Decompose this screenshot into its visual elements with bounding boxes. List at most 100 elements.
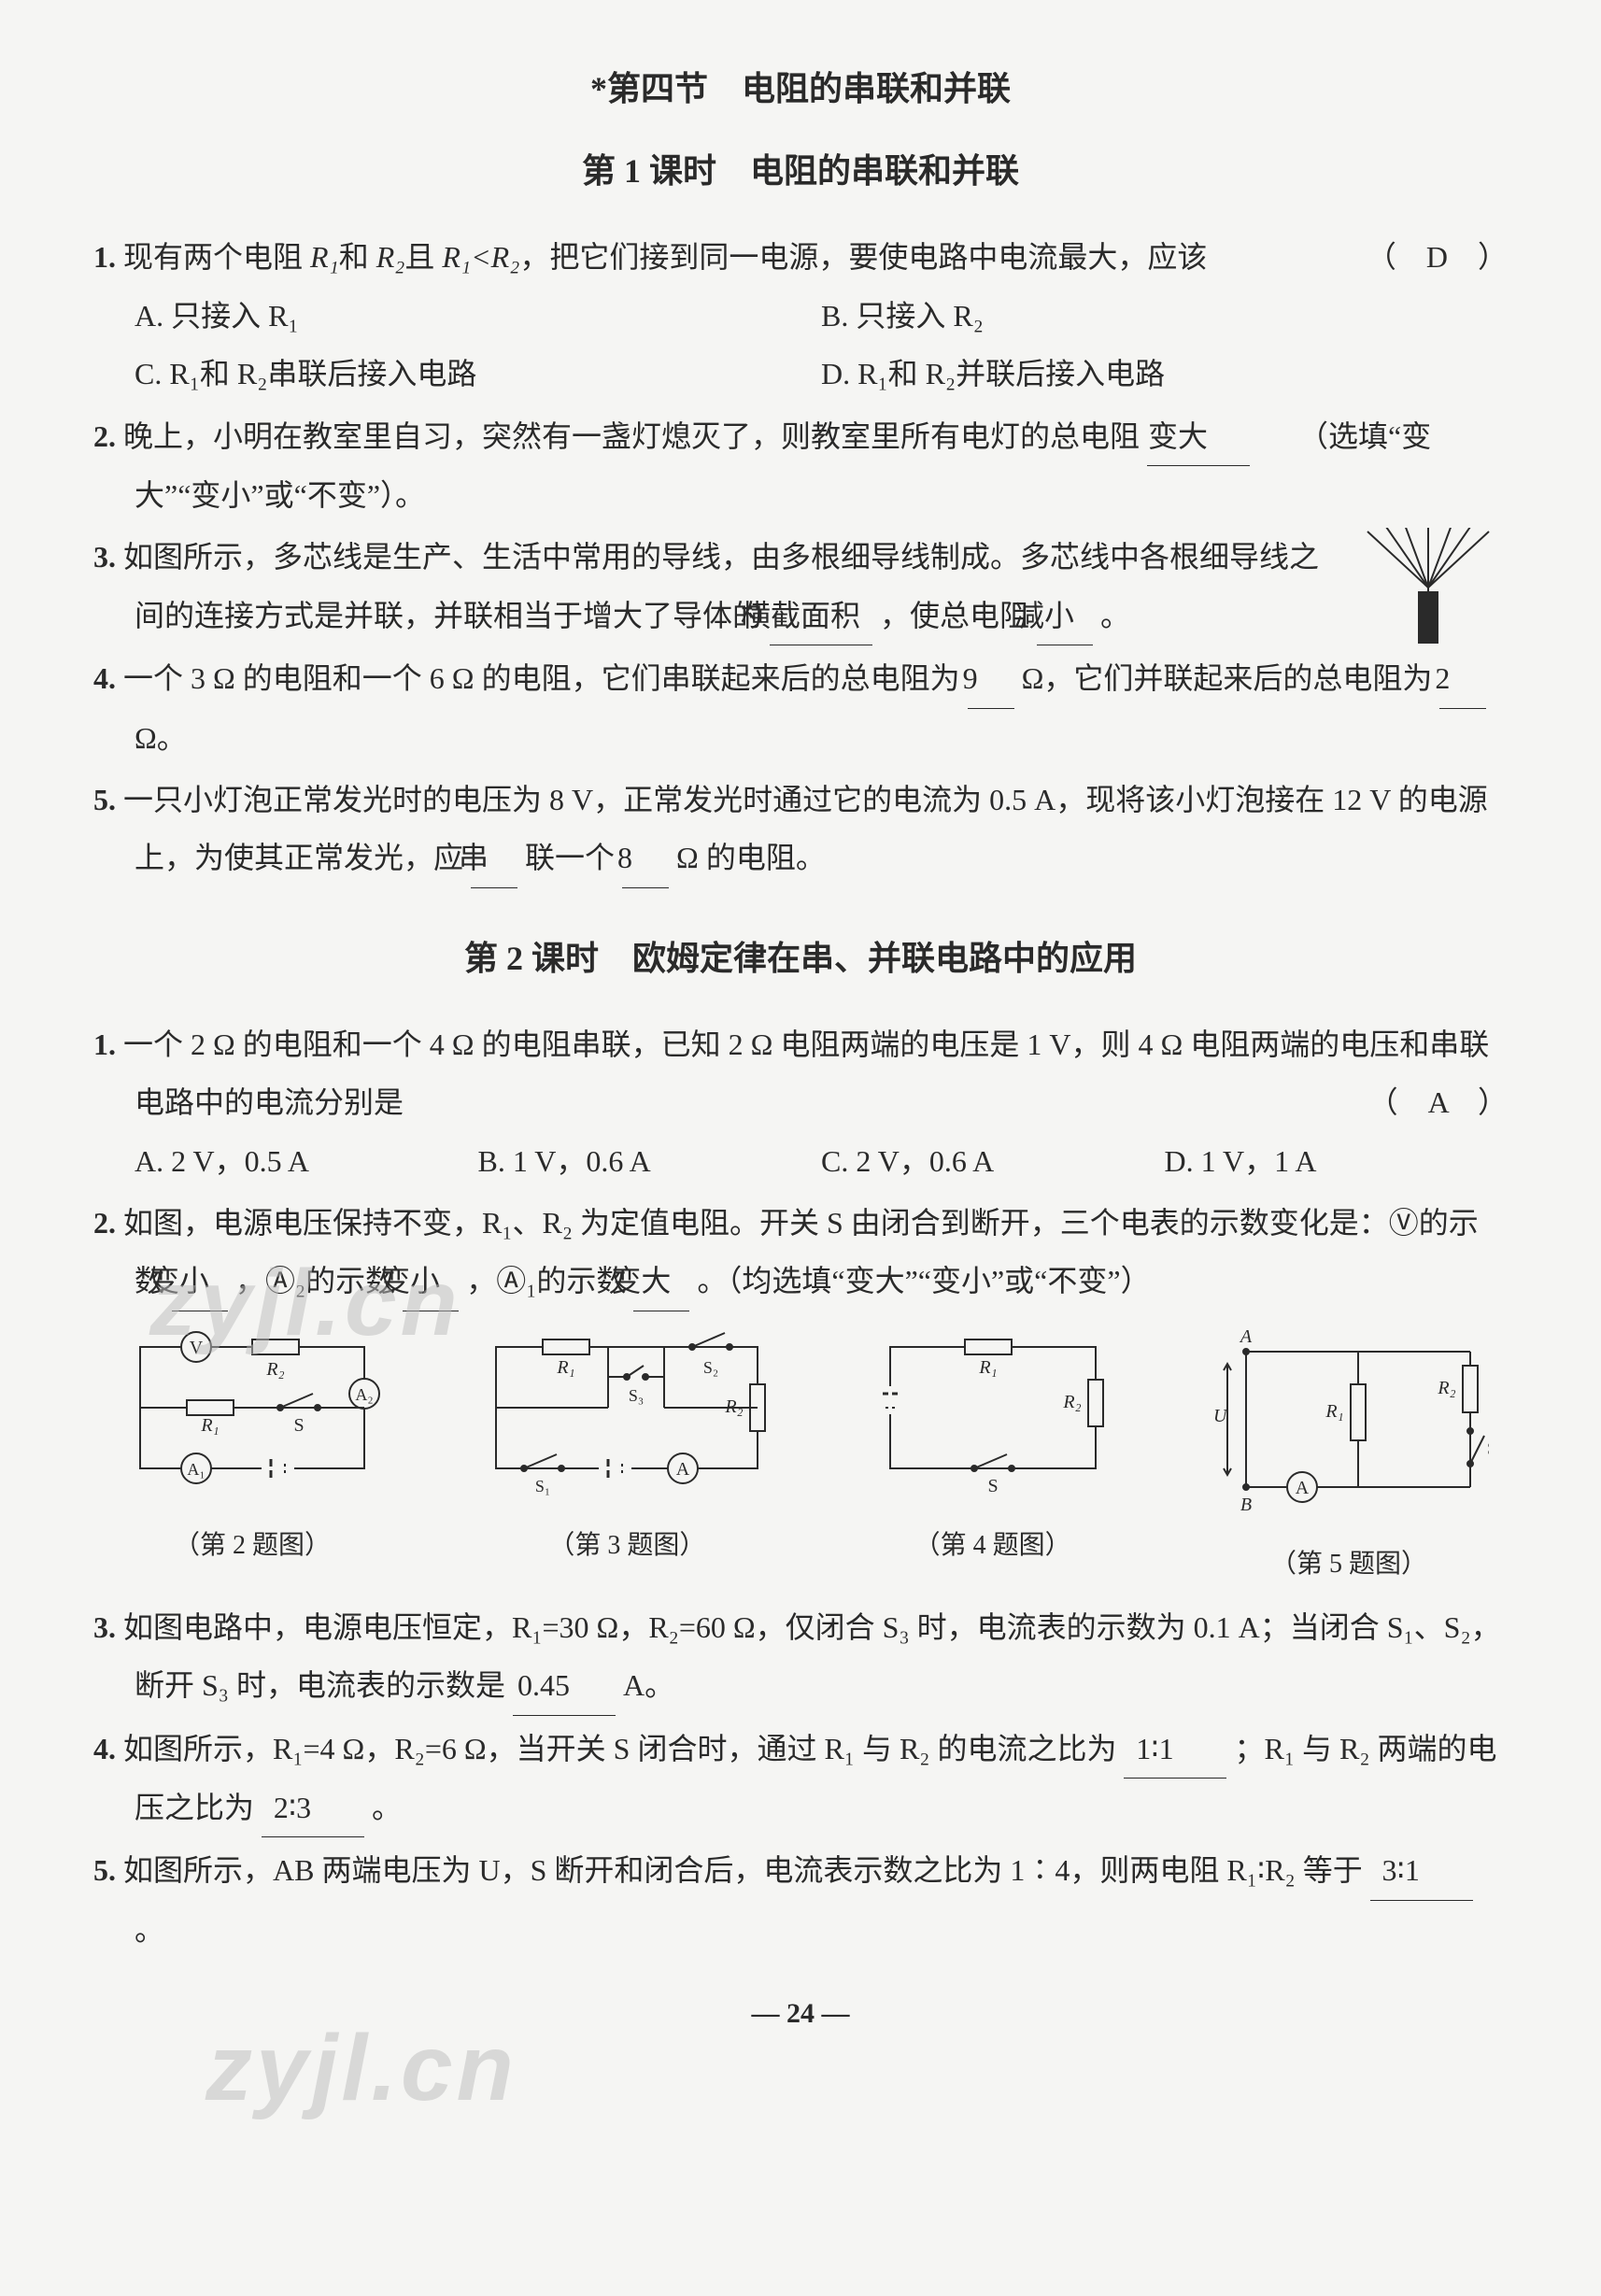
svg-text:R₂: R₂ bbox=[1437, 1378, 1455, 1398]
qnum: 4. bbox=[93, 661, 116, 695]
l2-q5: 5. 如图所示，AB 两端电压为 U，S 断开和闭合后，电流表示数之比为 1∶4… bbox=[93, 1841, 1508, 1959]
page-num-value: 24 bbox=[786, 1998, 815, 2029]
blank-answer: 串 bbox=[471, 829, 517, 887]
circuit-caption: （第 4 题图） bbox=[862, 1521, 1124, 1572]
text: 联一个 bbox=[525, 841, 615, 874]
opt-b: B. 只接入 R₂ bbox=[821, 287, 1508, 345]
svg-text:R₂: R₂ bbox=[1062, 1392, 1081, 1412]
l2-q2: zyjl.cn 2. 如图，电源电压保持不变，R₁、R₂ 为定值电阻。开关 S … bbox=[93, 1194, 1508, 1311]
svg-text:S₃: S₃ bbox=[629, 1386, 644, 1405]
opt-a: A. 只接入 R₁ bbox=[135, 287, 821, 345]
blank-answer: 变小 bbox=[172, 1252, 228, 1311]
answer: A bbox=[1428, 1085, 1448, 1119]
circuit-caption: （第 2 题图） bbox=[112, 1521, 392, 1572]
var: R₁ bbox=[310, 240, 339, 274]
text: 如图电路中，电源电压恒定，R₁=30 Ω，R₂=60 Ω，仅闭合 S₃ 时，电流… bbox=[123, 1610, 1501, 1702]
opt-a: A. 2 V，0.5 A bbox=[135, 1132, 478, 1190]
answer-paren: （ D ） bbox=[1408, 228, 1508, 286]
qnum: 2. bbox=[93, 1206, 116, 1240]
text: ，把它们接到同一电源，要使电路中电流最大，应该 bbox=[519, 240, 1207, 274]
opt-d: D. 1 V，1 A bbox=[1165, 1132, 1509, 1190]
circuit-5: A B U R₁ R₂ S bbox=[1209, 1328, 1489, 1591]
text: 。（均选填“变大”“变小”或“不变”） bbox=[697, 1264, 1150, 1297]
circuit-5-svg: A B U R₁ R₂ S bbox=[1209, 1328, 1489, 1515]
qnum: 5. bbox=[93, 1853, 116, 1887]
l1-q4: 4. 一个 3 Ω 的电阻和一个 6 Ω 的电阻，它们串联起来后的总电阻为 9 … bbox=[93, 649, 1508, 767]
qnum: 3. bbox=[93, 1610, 116, 1644]
text: 一个 2 Ω 的电阻和一个 4 Ω 的电阻串联，已知 2 Ω 电阻两端的电压是 … bbox=[123, 1028, 1489, 1119]
text: 。 bbox=[1100, 599, 1130, 632]
blank-answer: 2∶3 bbox=[262, 1779, 364, 1837]
svg-text:B: B bbox=[1240, 1495, 1252, 1515]
l2-q1: 1. 一个 2 Ω 的电阻和一个 4 Ω 的电阻串联，已知 2 Ω 电阻两端的电… bbox=[93, 1015, 1508, 1190]
svg-text:R₁: R₁ bbox=[557, 1357, 575, 1378]
circuit-4-svg: R₁ R₂ S bbox=[862, 1328, 1124, 1496]
svg-text:R₁: R₁ bbox=[200, 1415, 219, 1436]
paren-l: （ bbox=[1367, 240, 1426, 274]
page-number: — 24 — bbox=[93, 1987, 1508, 2042]
circuit-4: R₁ R₂ S （第 4 题图） bbox=[862, 1328, 1124, 1591]
text: ，使总电阻 bbox=[880, 599, 1029, 632]
l2-q4: 4. 如图所示，R₁=4 Ω，R₂=6 Ω，当开关 S 闭合时，通过 R₁ 与 … bbox=[93, 1720, 1508, 1838]
blank-answer: 横截面积 bbox=[770, 587, 872, 645]
text: 且 bbox=[404, 240, 442, 274]
svg-text:S₂: S₂ bbox=[703, 1358, 718, 1377]
answer: D bbox=[1426, 240, 1448, 274]
qnum: 1. bbox=[93, 1028, 116, 1061]
qnum: 3. bbox=[93, 540, 116, 574]
qnum: 4. bbox=[93, 1732, 116, 1765]
var: R₂ bbox=[376, 240, 405, 274]
text: 。 bbox=[135, 1913, 164, 1947]
svg-text:A₂: A₂ bbox=[355, 1385, 373, 1404]
circuit-2-svg: V R₂ A₂ R₁ S A₁ bbox=[112, 1328, 392, 1496]
l1-q1: 1. 现有两个电阻 R₁和 R₂且 R₁<R₂，把它们接到同一电源，要使电路中电… bbox=[93, 228, 1508, 403]
options: A. 2 V，0.5 A B. 1 V，0.6 A C. 2 V，0.6 A D… bbox=[93, 1132, 1508, 1190]
svg-text:A: A bbox=[1296, 1478, 1310, 1498]
l1-q5: 5. 一只小灯泡正常发光时的电压为 8 V，正常发光时通过它的电流为 0.5 A… bbox=[93, 771, 1508, 888]
blank-answer: 变小 bbox=[403, 1252, 459, 1311]
answer-paren: （ A ） bbox=[1410, 1073, 1508, 1131]
multicore-wire-icon bbox=[1349, 528, 1508, 644]
l2-q3: 3. 如图电路中，电源电压恒定，R₁=30 Ω，R₂=60 Ω，仅闭合 S₃ 时… bbox=[93, 1598, 1508, 1716]
text: ，Ⓐ₁的示数 bbox=[466, 1264, 626, 1297]
svg-text:S: S bbox=[293, 1415, 304, 1436]
svg-text:S: S bbox=[1487, 1439, 1489, 1459]
circuit-caption: （第 5 题图） bbox=[1209, 1539, 1489, 1591]
svg-text:U: U bbox=[1213, 1406, 1228, 1426]
text: 现有两个电阻 bbox=[123, 240, 310, 274]
blank-answer: 3∶1 bbox=[1370, 1841, 1473, 1900]
section-title: *第四节 电阻的串联和并联 bbox=[93, 56, 1508, 121]
opt-c: C. R₁和 R₂串联后接入电路 bbox=[135, 345, 821, 403]
svg-text:R₁: R₁ bbox=[978, 1357, 997, 1378]
lesson1-title: 第 1 课时 电阻的串联和并联 bbox=[93, 138, 1508, 204]
text: 如图所示，R₁=4 Ω，R₂=6 Ω，当开关 S 闭合时，通过 R₁ 与 R₂ … bbox=[123, 1732, 1116, 1765]
text: 一个 3 Ω 的电阻和一个 6 Ω 的电阻，它们串联起来后的总电阻为 bbox=[123, 661, 960, 695]
blank-answer: 9 bbox=[968, 649, 1014, 708]
svg-text:R₂: R₂ bbox=[265, 1359, 284, 1380]
paren-l: （ bbox=[1368, 1085, 1428, 1119]
text: 如图所示，AB 两端电压为 U，S 断开和闭合后，电流表示数之比为 1∶4，则两… bbox=[123, 1853, 1363, 1887]
circuit-3-svg: R₁ S₃ S₂ R₂ bbox=[477, 1328, 776, 1496]
opt-b: B. 1 V，0.6 A bbox=[478, 1132, 822, 1190]
svg-text:A₁: A₁ bbox=[187, 1460, 205, 1479]
svg-text:A: A bbox=[676, 1459, 690, 1480]
text: Ω，它们并联起来后的总电阻为 bbox=[1022, 661, 1433, 695]
blank-answer: 0.45 bbox=[513, 1656, 616, 1715]
svg-text:A: A bbox=[1239, 1328, 1253, 1347]
circuit-2: V R₂ A₂ R₁ S A₁ bbox=[112, 1328, 392, 1591]
text: ，Ⓐ₂的示数 bbox=[235, 1264, 395, 1297]
blank-answer: 2 bbox=[1439, 649, 1486, 708]
lesson2-title: 第 2 课时 欧姆定律在串、并联电路中的应用 bbox=[93, 926, 1508, 991]
blank-answer: 变大 bbox=[1147, 407, 1250, 466]
qnum: 5. bbox=[93, 783, 116, 816]
opt-c: C. 2 V，0.6 A bbox=[821, 1132, 1165, 1190]
svg-text:S: S bbox=[987, 1476, 998, 1496]
text: 。 bbox=[372, 1791, 402, 1824]
blank-answer: 8 bbox=[622, 829, 669, 887]
l1-q3: 3. 如图所示，多芯线是生产、生活中常用的导线，由多根细导线制成。多芯线中各根细… bbox=[93, 528, 1508, 645]
qnum: 2. bbox=[93, 419, 116, 453]
text: Ω。 bbox=[135, 721, 187, 755]
circuit-caption: （第 3 题图） bbox=[477, 1521, 776, 1572]
text: 晚上，小明在教室里自习，突然有一盏灯熄灭了，则教室里所有电灯的总电阻 bbox=[123, 419, 1140, 453]
paren-r: ） bbox=[1448, 240, 1508, 274]
